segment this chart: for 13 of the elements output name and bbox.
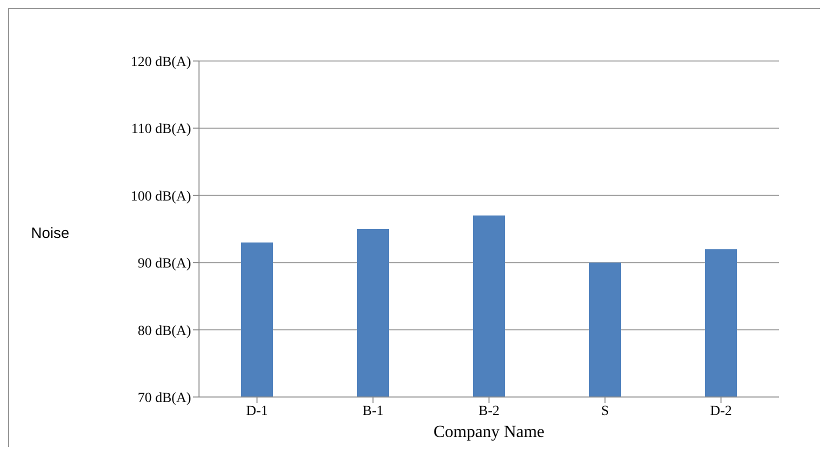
y-tick-label: 90 dB(A) — [138, 256, 192, 272]
x-tick-label: D-1 — [246, 404, 268, 419]
x-axis-title: Company Name — [434, 422, 544, 441]
y-axis-title: Noise — [31, 225, 70, 242]
y-tick-label: 80 dB(A) — [138, 324, 192, 339]
x-tick-label: D-2 — [710, 404, 732, 419]
x-tick-label: S — [601, 404, 609, 419]
x-tick-label: B-2 — [478, 404, 500, 419]
y-tick-label: 110 dB(A) — [131, 122, 192, 138]
y-tick-label: 100 dB(A) — [130, 189, 192, 204]
y-tick-label: 120 dB(A) — [130, 54, 192, 70]
x-tick-label: B-1 — [362, 404, 384, 419]
y-tick-label: 70 dB(A) — [138, 390, 192, 406]
